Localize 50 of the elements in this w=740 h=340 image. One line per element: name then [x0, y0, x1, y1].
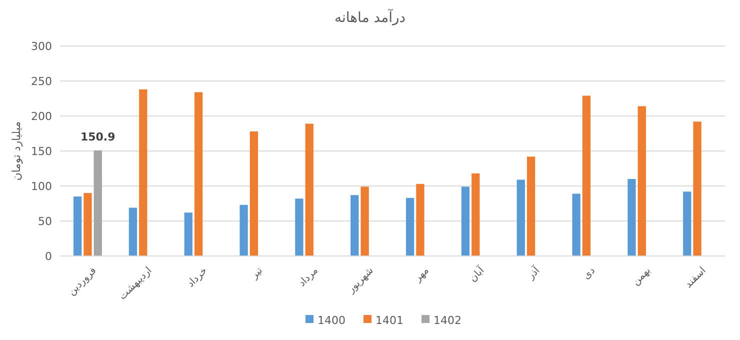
x-tick-label: آذر [524, 263, 543, 282]
bar [628, 179, 636, 256]
bar [240, 204, 248, 256]
bar [683, 192, 692, 256]
legend-label: 1400 [318, 314, 346, 327]
x-tick-label: تیر [248, 265, 266, 282]
x-tick-label: آبان [466, 263, 488, 284]
bar [128, 208, 138, 256]
bar [638, 106, 646, 256]
y-tick-label: 150 [31, 144, 52, 158]
x-tick-label: شهریور [345, 265, 376, 296]
bar [84, 193, 92, 256]
bar [305, 124, 314, 256]
y-axis-title: میلیارد تومان [10, 121, 23, 181]
x-tick-label: اردیبهشت [117, 265, 154, 302]
bar [194, 92, 203, 256]
x-tick-label: مرداد [296, 265, 320, 290]
x-tick-label: بهمن [630, 265, 653, 288]
x-tick-label: فروردین [66, 265, 99, 298]
x-tick-label: خرداد [185, 265, 210, 290]
bar [472, 173, 480, 256]
y-tick-label: 200 [31, 110, 52, 123]
bar [572, 194, 580, 256]
bar [360, 186, 369, 256]
x-tick-label: مهر [412, 265, 432, 285]
y-tick-label: 100 [31, 180, 52, 193]
bar [139, 89, 148, 256]
legend-label: 1402 [434, 314, 462, 327]
bar [461, 186, 470, 256]
bar [693, 122, 702, 256]
data-label: 150.9 [80, 130, 116, 144]
y-tick-label: 300 [31, 40, 52, 53]
bar [94, 150, 102, 256]
y-tick-label: 250 [31, 74, 52, 88]
chart-title: درآمد ماهانه [334, 8, 406, 26]
x-tick-label: اسفند [683, 265, 708, 290]
bar [184, 212, 192, 256]
y-tick-label: 50 [38, 214, 52, 228]
legend-label: 1401 [376, 314, 404, 327]
y-tick-label: 0 [45, 250, 52, 263]
bar [582, 96, 591, 256]
bar [295, 198, 304, 256]
bar [406, 198, 414, 256]
x-tick-label: دی [581, 265, 598, 282]
bar [350, 195, 359, 256]
bar [73, 196, 82, 256]
bar [416, 184, 424, 256]
bar [526, 156, 536, 256]
bar [516, 180, 525, 256]
bar [250, 131, 258, 256]
